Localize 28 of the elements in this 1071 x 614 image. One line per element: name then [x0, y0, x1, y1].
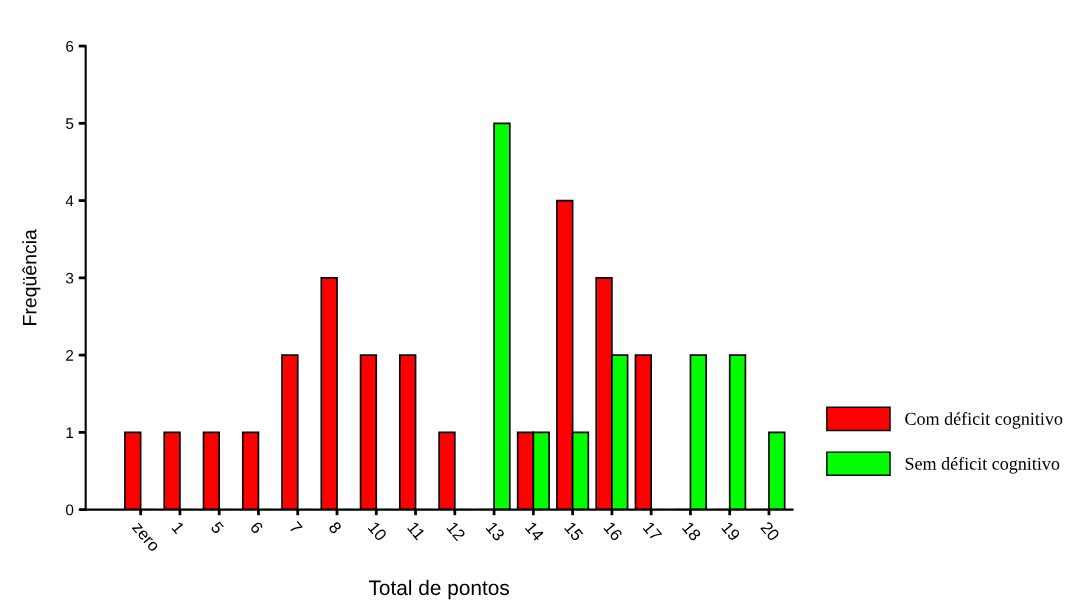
x-tick-label: 13 [485, 521, 506, 542]
x-tick-label: 5 [210, 520, 225, 535]
x-tick-label: zero [131, 522, 159, 553]
y-tick-label: 4 [65, 195, 74, 207]
x-tick-label: 16 [603, 521, 624, 542]
y-tick-label: 5 [65, 118, 74, 129]
x-axis-title: Total de pontos [368, 579, 510, 600]
x-tick-label: 1 [171, 521, 185, 535]
y-tick-label: 3 [65, 272, 74, 284]
y-tick-label: 0 [65, 504, 74, 516]
x-tick-label: 6 [249, 520, 264, 535]
x-tick-label: 8 [328, 520, 343, 535]
x-tick-label: 19 [721, 521, 741, 542]
legend-label: Sem déficit cognitivo [905, 456, 1060, 474]
y-tick-label: 6 [66, 40, 74, 52]
x-tick-label: 15 [564, 521, 584, 542]
y-tick-label: 2 [66, 349, 74, 361]
y-tick-label: 1 [66, 427, 74, 438]
x-tick-label: 10 [367, 521, 388, 542]
legend-label: Com déficit cognitivo [905, 412, 1063, 429]
x-tick-label: 17 [642, 521, 663, 542]
x-tick-label: 20 [760, 520, 781, 542]
x-tick-label: 7 [289, 521, 303, 535]
x-tick-label: 14 [524, 521, 545, 542]
x-tick-label: 12 [446, 521, 466, 542]
y-axis-title: Freqüência [22, 229, 41, 325]
x-tick-label: 18 [681, 521, 702, 542]
x-tick-label: 11 [407, 521, 426, 541]
